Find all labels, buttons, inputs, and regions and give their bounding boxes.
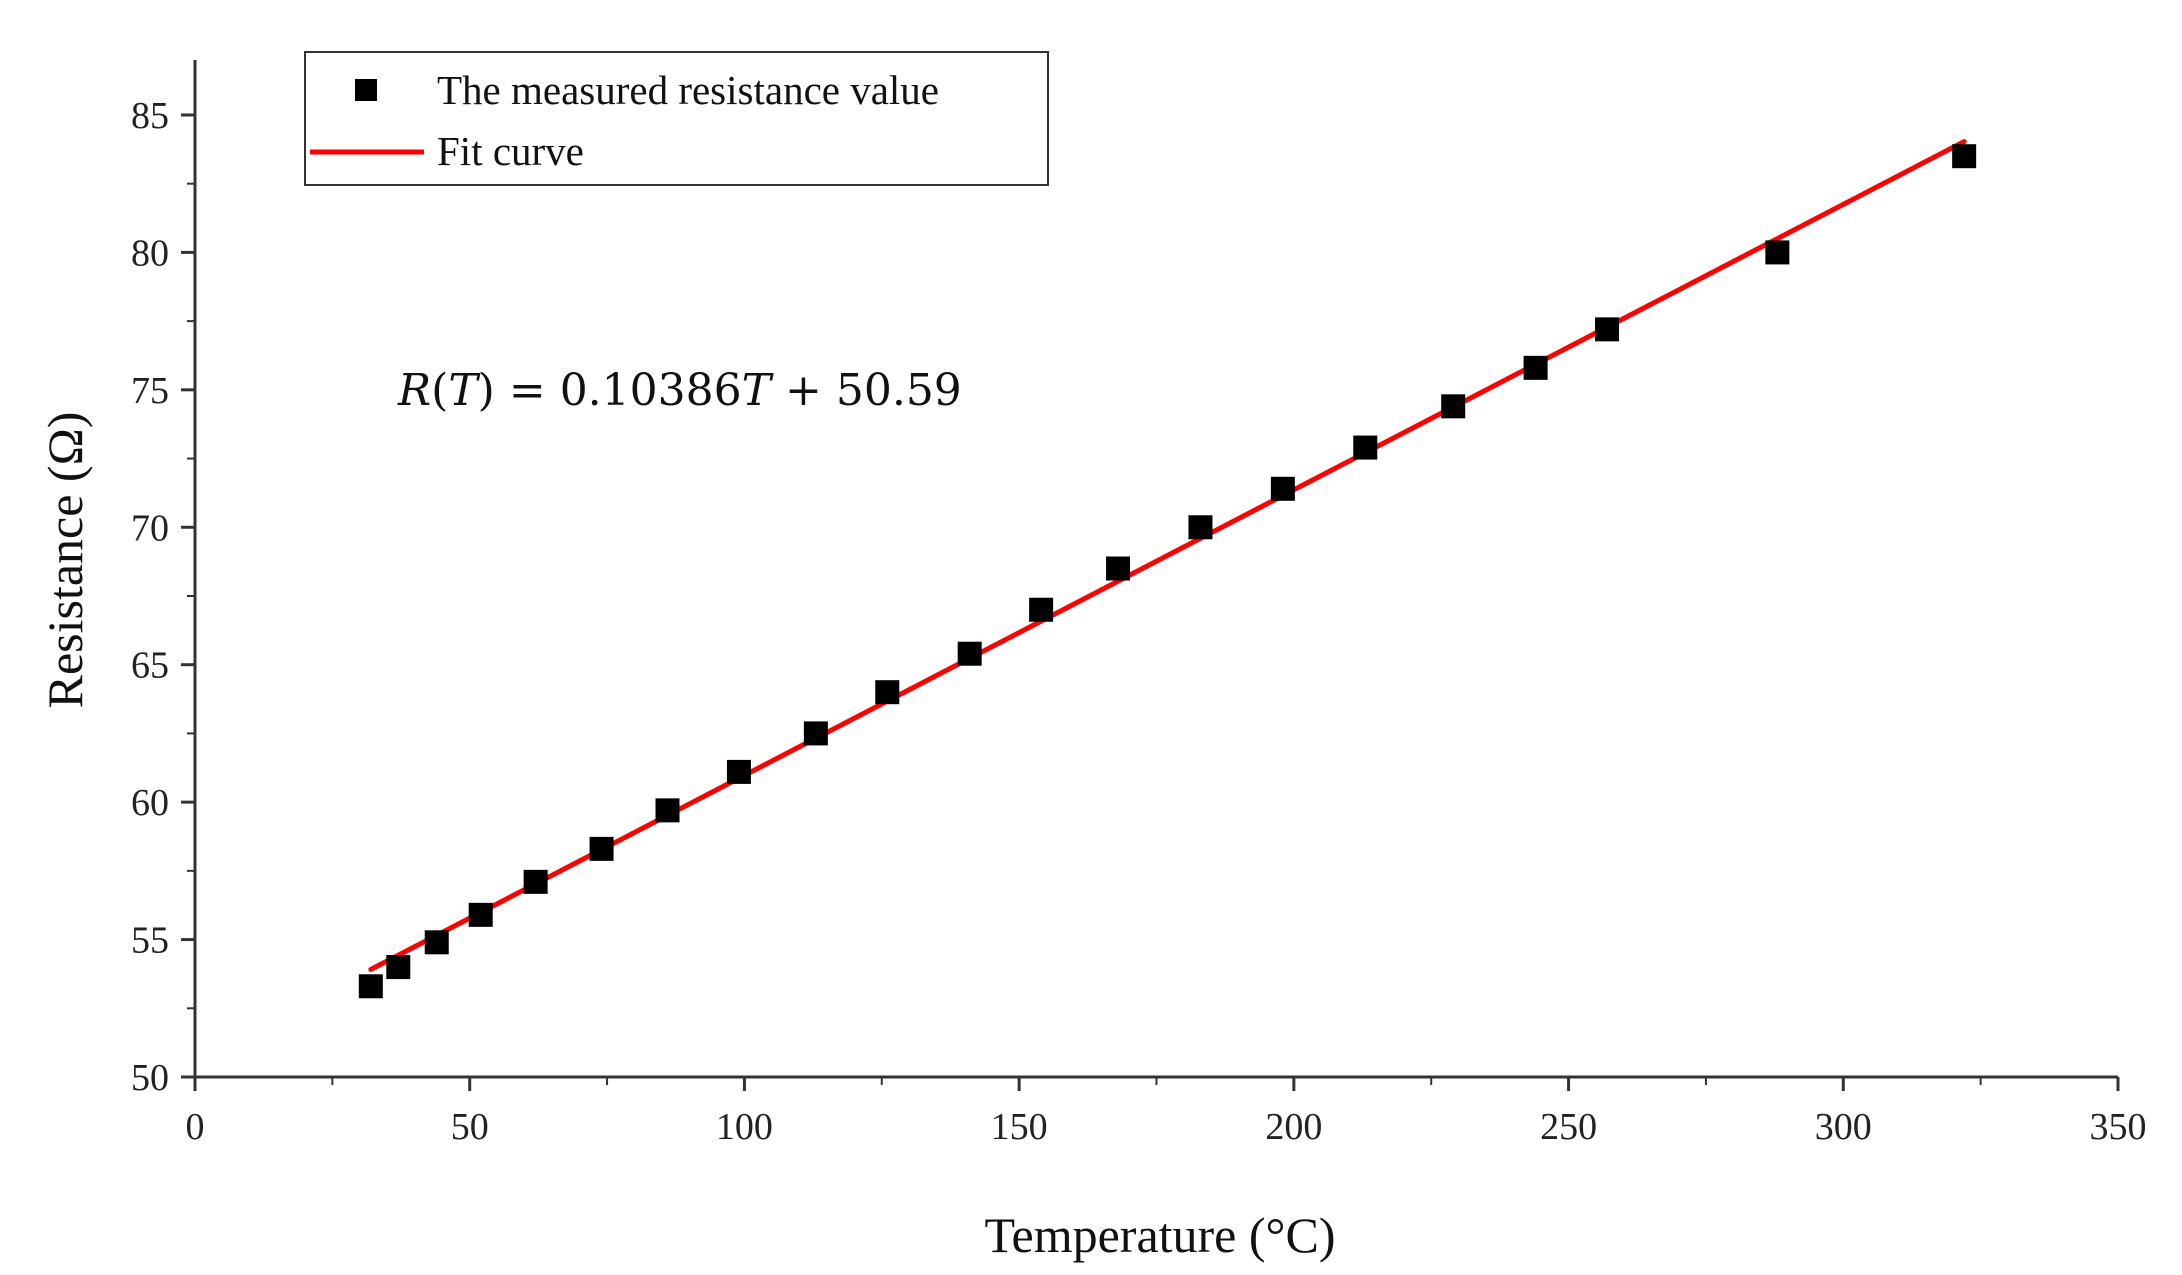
y-tick-label: 55	[131, 920, 169, 962]
data-point	[803, 721, 828, 746]
y-axis-ticks: 50 55 60 65 70 75 80 85	[131, 95, 195, 1099]
eq-paren-close: )	[478, 365, 495, 416]
data-point	[1441, 394, 1466, 419]
eq-lhs: R	[397, 365, 431, 416]
eq-var: T	[448, 365, 481, 416]
data-point	[1765, 240, 1790, 265]
x-tick-label: 200	[1265, 1106, 1322, 1148]
data-point	[424, 930, 449, 955]
data-point	[1106, 556, 1131, 581]
data-point	[726, 759, 751, 784]
data-point	[1270, 476, 1295, 501]
data-point	[655, 798, 680, 823]
x-tick-label: 0	[186, 1106, 205, 1148]
x-tick-label: 150	[991, 1106, 1048, 1148]
data-point	[1523, 355, 1548, 380]
data-point	[1029, 597, 1054, 622]
fit-equation-annotation: R(T) = 0.10386T + 50.59	[397, 365, 962, 416]
fit-curve-series	[368, 139, 1967, 972]
y-tick-label: 50	[131, 1057, 169, 1099]
y-tick-label: 70	[131, 507, 169, 549]
y-tick-label: 80	[131, 232, 169, 274]
legend-label-fit: Fit curve	[437, 128, 584, 174]
eq-coef: 0.10386	[560, 365, 742, 416]
data-point	[1353, 435, 1378, 460]
data-point	[358, 974, 383, 999]
data-point	[875, 680, 900, 705]
eq-paren-open: (	[431, 365, 448, 416]
data-point	[523, 869, 548, 894]
legend: The measured resistance value Fit curve	[304, 51, 1049, 186]
x-tick-label: 350	[2090, 1106, 2147, 1148]
x-tick-label: 100	[716, 1106, 773, 1148]
eq-rest: + 50.59	[771, 365, 962, 416]
legend-label-measured: The measured resistance value	[437, 67, 939, 113]
x-tick-label: 250	[1540, 1106, 1597, 1148]
y-tick-label: 75	[131, 370, 169, 412]
data-point	[1595, 317, 1620, 342]
eq-var2: T	[742, 365, 775, 416]
data-point	[1952, 144, 1977, 169]
data-point	[957, 641, 982, 666]
y-axis-title: Resistance (Ω)	[37, 412, 93, 709]
y-tick-label: 65	[131, 645, 169, 687]
data-point	[589, 836, 614, 861]
x-axis-ticks: 0 50 100 150 200 250 300 350	[186, 1077, 2147, 1148]
y-tick-label: 60	[131, 782, 169, 824]
x-tick-label: 50	[451, 1106, 489, 1148]
data-point	[1188, 515, 1213, 540]
measured-resistance-series	[358, 144, 1977, 999]
x-tick-label: 300	[1815, 1106, 1872, 1148]
legend-box	[304, 51, 1049, 186]
legend-marker-measured	[355, 79, 377, 101]
data-point	[386, 955, 411, 980]
data-point	[468, 902, 493, 927]
eq-equals: =	[495, 365, 560, 416]
y-tick-label: 85	[131, 95, 169, 137]
fit-curve-line	[368, 139, 1967, 972]
x-axis-title: Temperature (°C)	[984, 1207, 1335, 1263]
